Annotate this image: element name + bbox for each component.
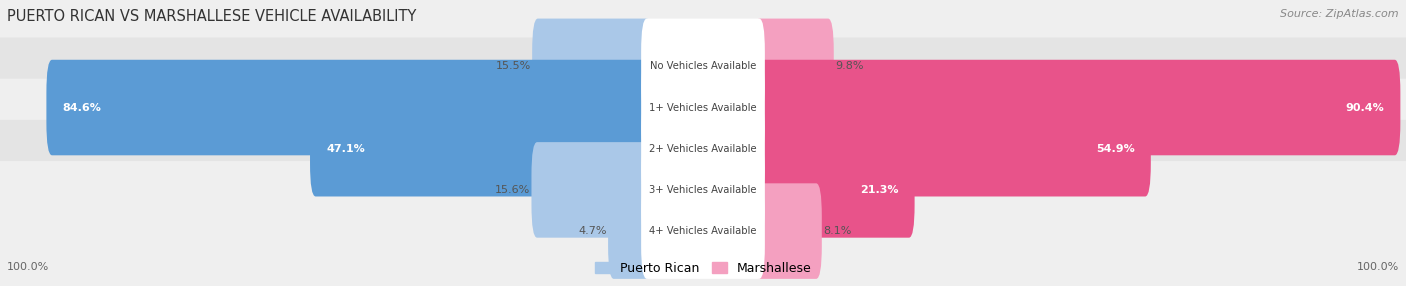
Text: 84.6%: 84.6% — [63, 103, 101, 112]
Legend: Puerto Rican, Marshallese: Puerto Rican, Marshallese — [589, 257, 817, 280]
FancyBboxPatch shape — [754, 19, 834, 114]
FancyBboxPatch shape — [641, 101, 765, 196]
Text: 4.7%: 4.7% — [578, 226, 607, 236]
Text: No Vehicles Available: No Vehicles Available — [650, 61, 756, 71]
FancyBboxPatch shape — [0, 0, 1406, 136]
FancyBboxPatch shape — [0, 79, 1406, 219]
Text: 21.3%: 21.3% — [860, 185, 898, 195]
Text: 15.5%: 15.5% — [495, 61, 531, 71]
Text: 100.0%: 100.0% — [1357, 262, 1399, 272]
Text: 8.1%: 8.1% — [824, 226, 852, 236]
FancyBboxPatch shape — [641, 142, 765, 238]
Text: 100.0%: 100.0% — [7, 262, 49, 272]
FancyBboxPatch shape — [754, 101, 1152, 196]
FancyBboxPatch shape — [641, 19, 765, 114]
FancyBboxPatch shape — [0, 37, 1406, 178]
Text: 4+ Vehicles Available: 4+ Vehicles Available — [650, 226, 756, 236]
FancyBboxPatch shape — [609, 183, 652, 279]
FancyBboxPatch shape — [0, 161, 1406, 286]
FancyBboxPatch shape — [309, 101, 652, 196]
FancyBboxPatch shape — [641, 183, 765, 279]
Text: 3+ Vehicles Available: 3+ Vehicles Available — [650, 185, 756, 195]
FancyBboxPatch shape — [641, 60, 765, 155]
FancyBboxPatch shape — [754, 60, 1400, 155]
Text: Source: ZipAtlas.com: Source: ZipAtlas.com — [1281, 9, 1399, 19]
FancyBboxPatch shape — [754, 183, 821, 279]
FancyBboxPatch shape — [0, 120, 1406, 260]
Text: 1+ Vehicles Available: 1+ Vehicles Available — [650, 103, 756, 112]
FancyBboxPatch shape — [531, 142, 652, 238]
Text: PUERTO RICAN VS MARSHALLESE VEHICLE AVAILABILITY: PUERTO RICAN VS MARSHALLESE VEHICLE AVAI… — [7, 9, 416, 23]
Text: 2+ Vehicles Available: 2+ Vehicles Available — [650, 144, 756, 154]
Text: 15.6%: 15.6% — [495, 185, 530, 195]
Text: 9.8%: 9.8% — [835, 61, 863, 71]
Text: 54.9%: 54.9% — [1095, 144, 1135, 154]
Text: 90.4%: 90.4% — [1346, 103, 1385, 112]
FancyBboxPatch shape — [533, 19, 652, 114]
Text: 47.1%: 47.1% — [326, 144, 366, 154]
FancyBboxPatch shape — [46, 60, 652, 155]
FancyBboxPatch shape — [754, 142, 915, 238]
